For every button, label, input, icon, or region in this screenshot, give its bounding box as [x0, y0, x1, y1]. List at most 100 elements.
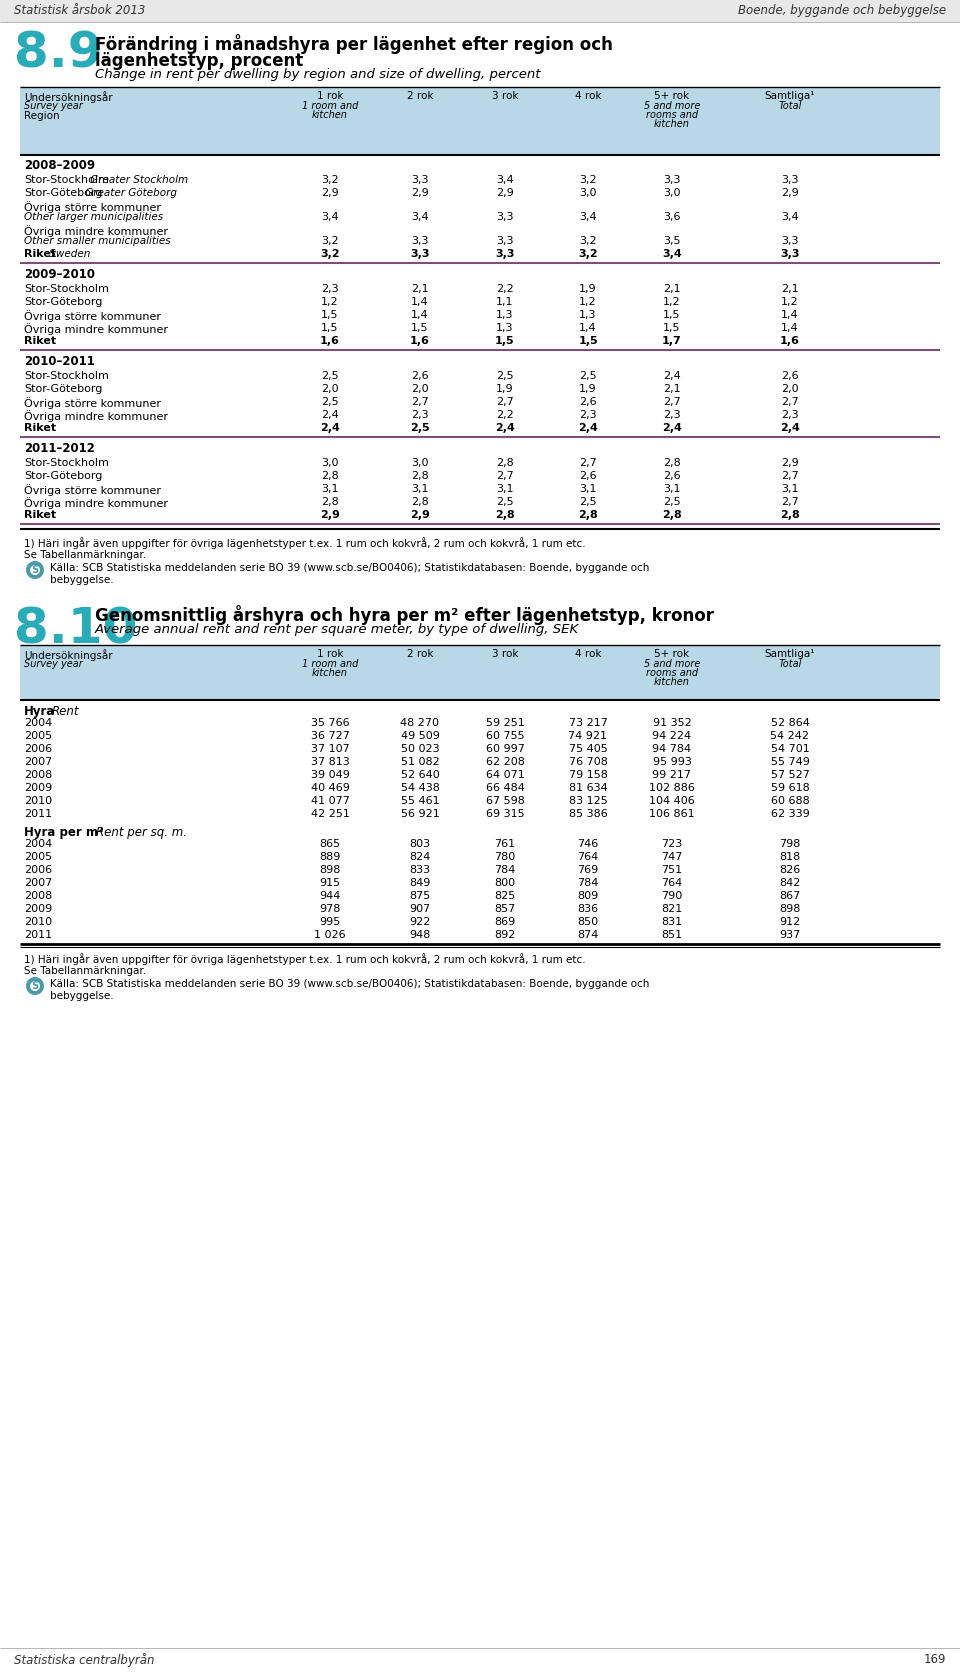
Text: 2,0: 2,0	[322, 384, 339, 394]
Text: lägenhetstyp, procent: lägenhetstyp, procent	[95, 52, 303, 70]
Text: 3,2: 3,2	[579, 174, 597, 184]
Text: 3,3: 3,3	[781, 236, 799, 246]
Text: Stor-Göteborg: Stor-Göteborg	[24, 188, 103, 198]
Text: 2,9: 2,9	[781, 188, 799, 198]
Text: 869: 869	[494, 917, 516, 927]
Text: 1 rok: 1 rok	[317, 649, 344, 659]
Text: 3,2: 3,2	[579, 236, 597, 246]
Text: Källa: SCB Statistiska meddelanden serie BO 39 (www.scb.se/BO0406); Statistikdat: Källa: SCB Statistiska meddelanden serie…	[50, 563, 649, 573]
Text: 1 026: 1 026	[314, 930, 346, 940]
Text: Hyra: Hyra	[24, 706, 56, 717]
Text: Övriga större kommuner: Övriga större kommuner	[24, 484, 161, 496]
Text: 2,6: 2,6	[663, 471, 681, 481]
Text: 59 618: 59 618	[771, 783, 809, 793]
Text: 3,5: 3,5	[663, 236, 681, 246]
Text: 948: 948	[409, 930, 431, 940]
Text: 1,5: 1,5	[322, 310, 339, 320]
Text: 769: 769	[577, 865, 599, 875]
Text: 836: 836	[577, 903, 599, 913]
Text: 2 rok: 2 rok	[407, 649, 433, 659]
Text: 2,8: 2,8	[411, 471, 429, 481]
Text: 2,9: 2,9	[411, 188, 429, 198]
Text: 2,1: 2,1	[663, 384, 681, 394]
Text: Change in rent per dwelling by region and size of dwelling, percent: Change in rent per dwelling by region an…	[95, 69, 540, 80]
Text: 1,5: 1,5	[495, 335, 515, 345]
Text: 978: 978	[320, 903, 341, 913]
Text: 2,6: 2,6	[411, 370, 429, 380]
Text: 2,8: 2,8	[322, 498, 339, 508]
Text: 2007: 2007	[24, 758, 52, 768]
Text: 1,6: 1,6	[410, 335, 430, 345]
Text: Other smaller municipalities: Other smaller municipalities	[24, 236, 171, 246]
Text: Sweden: Sweden	[46, 250, 91, 260]
Text: 56 921: 56 921	[400, 810, 440, 820]
Text: 2,5: 2,5	[496, 498, 514, 508]
Text: 4 rok: 4 rok	[575, 91, 601, 101]
Text: 5+ rok: 5+ rok	[655, 649, 689, 659]
Text: 851: 851	[661, 930, 683, 940]
Text: 5 and more: 5 and more	[644, 101, 700, 111]
Text: 1,3: 1,3	[579, 310, 597, 320]
Text: S: S	[32, 980, 38, 991]
Text: 64 071: 64 071	[486, 769, 524, 779]
Text: 3,2: 3,2	[322, 236, 339, 246]
Text: 2,7: 2,7	[781, 397, 799, 407]
Text: 51 082: 51 082	[400, 758, 440, 768]
Text: Samtliga¹: Samtliga¹	[765, 91, 815, 101]
Text: 2,8: 2,8	[322, 471, 339, 481]
Text: 2,1: 2,1	[781, 283, 799, 293]
Text: Undersökningsår: Undersökningsår	[24, 91, 112, 102]
Text: 2008: 2008	[24, 892, 52, 902]
Text: 2007: 2007	[24, 878, 52, 888]
Text: 800: 800	[494, 878, 516, 888]
Text: Region: Region	[24, 111, 60, 121]
Circle shape	[30, 980, 40, 991]
Text: Övriga mindre kommuner: Övriga mindre kommuner	[24, 323, 168, 335]
Text: rooms and: rooms and	[646, 111, 698, 121]
Text: Total: Total	[779, 101, 802, 111]
Text: 2,7: 2,7	[663, 397, 681, 407]
Text: 79 158: 79 158	[568, 769, 608, 779]
Text: Other larger municipalities: Other larger municipalities	[24, 211, 163, 221]
Text: 3,6: 3,6	[663, 211, 681, 221]
Text: 55 749: 55 749	[771, 758, 809, 768]
Text: 3,4: 3,4	[411, 211, 429, 221]
Text: 850: 850	[577, 917, 599, 927]
Text: 2009–2010: 2009–2010	[24, 268, 95, 282]
Text: 66 484: 66 484	[486, 783, 524, 793]
Text: 81 634: 81 634	[568, 783, 608, 793]
Text: 2,6: 2,6	[579, 471, 597, 481]
Text: 3,3: 3,3	[496, 236, 514, 246]
Text: 784: 784	[494, 865, 516, 875]
Text: 2004: 2004	[24, 717, 52, 727]
Circle shape	[26, 561, 44, 578]
Text: 95 993: 95 993	[653, 758, 691, 768]
Text: 2,1: 2,1	[411, 283, 429, 293]
Text: 2,4: 2,4	[578, 422, 598, 432]
Text: Övriga mindre kommuner: Övriga mindre kommuner	[24, 498, 168, 510]
Text: 915: 915	[320, 878, 341, 888]
Text: 73 217: 73 217	[568, 717, 608, 727]
Text: Stor-Stockholm: Stor-Stockholm	[24, 458, 108, 468]
Text: 3,3: 3,3	[496, 211, 514, 221]
Text: 898: 898	[320, 865, 341, 875]
Text: 1,5: 1,5	[578, 335, 598, 345]
Text: 2,5: 2,5	[579, 498, 597, 508]
Text: 1,2: 1,2	[781, 297, 799, 307]
Text: 1,9: 1,9	[579, 384, 597, 394]
Text: 3,2: 3,2	[322, 174, 339, 184]
Text: 3,3: 3,3	[780, 250, 800, 260]
Text: Källa: SCB Statistiska meddelanden serie BO 39 (www.scb.se/BO0406); Statistikdat: Källa: SCB Statistiska meddelanden serie…	[50, 979, 649, 989]
Text: 91 352: 91 352	[653, 717, 691, 727]
Text: Statistisk årsbok 2013: Statistisk årsbok 2013	[14, 3, 145, 17]
Text: 1,4: 1,4	[411, 310, 429, 320]
Text: 2,9: 2,9	[781, 458, 799, 468]
Text: 2,8: 2,8	[411, 498, 429, 508]
Text: 764: 764	[577, 851, 599, 861]
Text: 5 and more: 5 and more	[644, 659, 700, 669]
Text: 747: 747	[661, 851, 683, 861]
Text: 8.10: 8.10	[14, 605, 137, 654]
Text: 875: 875	[409, 892, 431, 902]
Text: 809: 809	[577, 892, 599, 902]
Text: 1,1: 1,1	[496, 297, 514, 307]
